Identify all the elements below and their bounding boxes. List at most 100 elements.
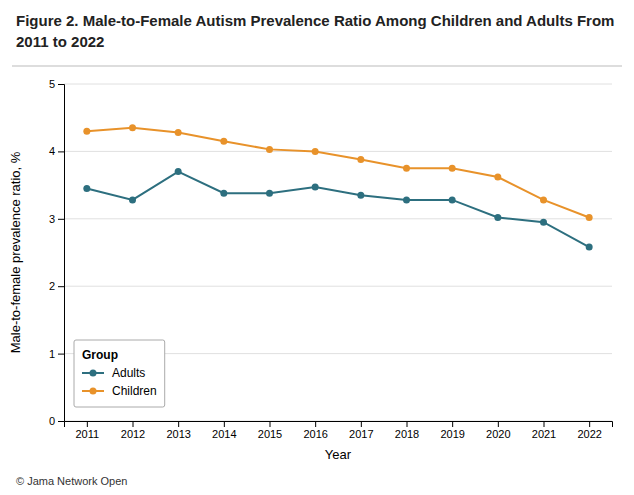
tick: 2019 bbox=[440, 421, 464, 440]
series-line bbox=[87, 128, 589, 218]
legend: GroupAdultsChildren bbox=[74, 340, 165, 407]
tick-label: 2019 bbox=[440, 428, 464, 440]
legend-label: Adults bbox=[112, 366, 145, 380]
data-point bbox=[494, 174, 501, 181]
data-point bbox=[266, 190, 273, 197]
tick: 2017 bbox=[349, 421, 373, 440]
tick: 2022 bbox=[577, 421, 601, 440]
data-point bbox=[494, 214, 501, 221]
tick-label: 2020 bbox=[486, 428, 510, 440]
data-point bbox=[586, 214, 593, 221]
tick: 2011 bbox=[76, 421, 100, 440]
y-axis: 0 1 2 3 4 5 bbox=[49, 78, 65, 427]
tick-mark bbox=[58, 84, 64, 85]
tick-label: 2014 bbox=[212, 428, 236, 440]
data-point bbox=[586, 244, 593, 251]
tick-mark bbox=[58, 354, 64, 355]
tick-label: 2016 bbox=[303, 428, 327, 440]
tick: 2020 bbox=[486, 421, 510, 440]
title-line: Figure 2. Male-to-Female Autism Prevalen… bbox=[16, 12, 619, 29]
tick: 0 bbox=[49, 415, 64, 427]
data-point bbox=[357, 156, 364, 163]
data-point bbox=[540, 196, 547, 203]
title: Figure 2. Male-to-Female Autism Prevalen… bbox=[16, 12, 619, 50]
legend-swatch bbox=[82, 388, 104, 395]
tick-mark bbox=[270, 421, 271, 427]
tick-label: 0 bbox=[49, 415, 55, 427]
chart-svg: Figure 2. Male-to-Female Autism Prevalen… bbox=[0, 0, 634, 495]
data-point bbox=[312, 184, 319, 191]
x-axis-label: Year bbox=[325, 447, 352, 462]
legend-swatch bbox=[82, 370, 104, 377]
grid-line bbox=[64, 84, 612, 85]
tick: 2015 bbox=[258, 421, 282, 440]
grid-line bbox=[64, 151, 612, 152]
tick-label: 3 bbox=[49, 213, 55, 225]
tick: 1 bbox=[49, 348, 64, 360]
y-axis-label: Male-to-female prevalence ratio, % bbox=[8, 151, 23, 353]
tick: 3 bbox=[49, 213, 64, 225]
tick: 2014 bbox=[212, 421, 236, 440]
tick: 2021 bbox=[532, 421, 556, 440]
data-point bbox=[266, 146, 273, 153]
data-point bbox=[83, 185, 90, 192]
plot-area: 2011201220132014201520162017201820192020… bbox=[49, 78, 613, 440]
data-point bbox=[175, 168, 182, 175]
legend-swatch-marker bbox=[90, 370, 97, 377]
tick: 2013 bbox=[166, 421, 190, 440]
data-point bbox=[403, 196, 410, 203]
tick: 2012 bbox=[121, 421, 145, 440]
annotation: © Jama Network Open bbox=[16, 475, 127, 487]
grid-line bbox=[64, 218, 612, 219]
axis-line bbox=[65, 422, 613, 428]
tick-mark bbox=[178, 421, 179, 427]
data-point bbox=[175, 129, 182, 136]
data-point bbox=[83, 128, 90, 135]
legend-title: Group bbox=[82, 348, 118, 362]
tick-label: 4 bbox=[49, 145, 55, 157]
tick-mark bbox=[544, 421, 545, 427]
marks bbox=[83, 124, 592, 250]
tick-mark bbox=[224, 421, 225, 427]
tick-mark bbox=[589, 421, 590, 427]
tick-label: 2017 bbox=[349, 428, 373, 440]
tick-mark bbox=[361, 421, 362, 427]
tick-label: 1 bbox=[49, 348, 55, 360]
tick-mark bbox=[498, 421, 499, 427]
tick-label: 2021 bbox=[532, 428, 556, 440]
tick-label: 5 bbox=[49, 78, 55, 90]
tick-mark bbox=[315, 421, 316, 427]
tick-label: 2022 bbox=[577, 428, 601, 440]
series-line bbox=[87, 172, 589, 247]
data-point bbox=[449, 196, 456, 203]
data-point bbox=[129, 196, 136, 203]
tick: 2 bbox=[49, 280, 64, 292]
axis-line bbox=[58, 85, 65, 422]
tick-mark bbox=[58, 421, 64, 422]
tick: 2018 bbox=[395, 421, 419, 440]
tick: 5 bbox=[49, 78, 64, 90]
legend-swatch-marker bbox=[90, 388, 97, 395]
tick-mark bbox=[133, 421, 134, 427]
tick: 4 bbox=[49, 145, 64, 157]
data-point bbox=[403, 165, 410, 172]
tick: 2016 bbox=[303, 421, 327, 440]
tick-label: 2013 bbox=[166, 428, 190, 440]
data-point bbox=[357, 192, 364, 199]
tick-mark bbox=[87, 421, 88, 427]
separator bbox=[12, 66, 622, 67]
grid bbox=[64, 84, 612, 421]
data-point bbox=[129, 124, 136, 131]
x-axis: 2011 2012 2013 2014 2015 2016 2017 2018 2019 2020… bbox=[65, 421, 613, 440]
tick-mark bbox=[407, 421, 408, 427]
title-line: 2011 to 2022 bbox=[16, 33, 104, 50]
legend-box bbox=[74, 340, 165, 407]
tick-mark bbox=[58, 286, 64, 287]
data-point bbox=[540, 219, 547, 226]
data-point bbox=[220, 138, 227, 145]
data-point bbox=[220, 190, 227, 197]
data-point bbox=[312, 148, 319, 155]
tick-mark bbox=[452, 421, 453, 427]
tick-label: 2012 bbox=[121, 428, 145, 440]
grid-line bbox=[64, 286, 612, 287]
